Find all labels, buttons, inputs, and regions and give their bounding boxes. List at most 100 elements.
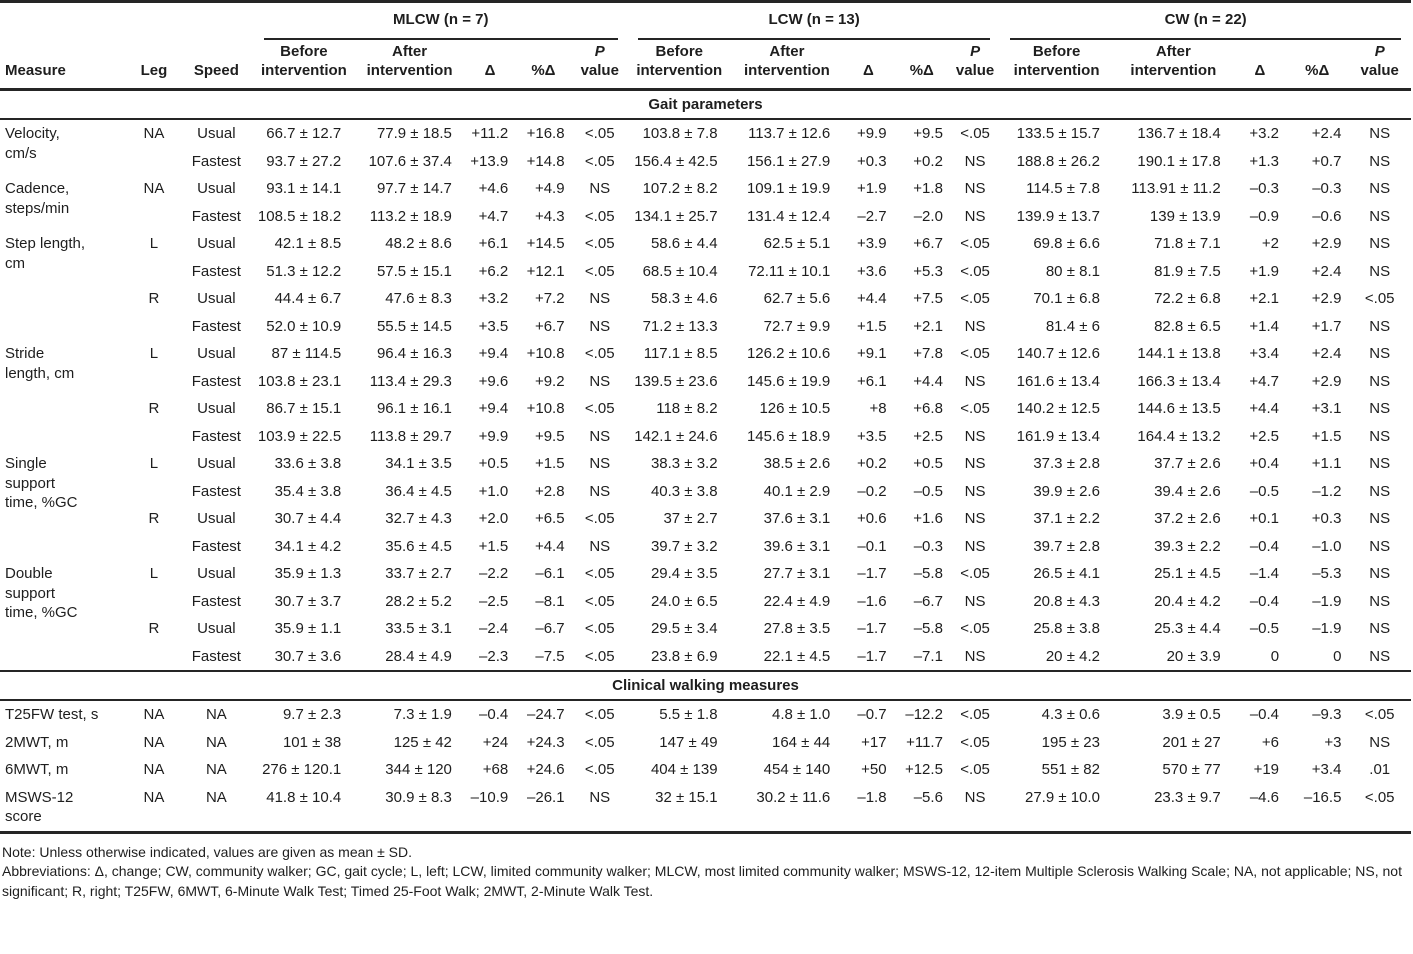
value-cell: –0.2	[857, 482, 887, 500]
value-cell: +6.7	[913, 235, 943, 252]
value-cell: 27.7 ± 3.1	[763, 565, 831, 582]
value-cell: 39.7 ± 2.8	[1033, 537, 1100, 555]
value-cell: 103.9 ± 22.5	[257, 427, 342, 445]
value-cell: 72.7 ± 9.9	[763, 317, 831, 335]
group-header-spacer	[0, 2, 254, 41]
value-cell: 0	[1270, 647, 1280, 665]
results-table: MLCW (n = 7) LCW (n = 13) CW (n = 22) Me…	[0, 0, 1411, 834]
value-cell: NS	[964, 317, 986, 335]
value-cell: –5.8	[913, 565, 943, 582]
value-cell: 33.5 ± 3.1	[385, 620, 452, 637]
value-cell: +6.7	[534, 317, 565, 335]
value-cell: –6.1	[535, 565, 565, 582]
value-cell: NS	[1369, 482, 1391, 500]
group-header-cw: CW (n = 22)	[1000, 2, 1411, 40]
value-cell: 28.2 ± 5.2	[385, 592, 452, 610]
col-header-pct-delta: %Δ	[893, 40, 950, 91]
value-cell: 70.1 ± 6.8	[1033, 290, 1100, 307]
value-cell: –12.2	[905, 706, 943, 723]
measure-cell: Velocity, cm/s	[5, 125, 60, 162]
col-header-after: After intervention	[730, 40, 844, 91]
measure-cell: MSWS-12 score	[5, 788, 74, 826]
table-row: Step length, cm L Usual 42.1 ± 8.5 48.2 ± 8.…	[0, 230, 1411, 272]
value-cell: +2.9	[1311, 372, 1342, 390]
value-cell: 51.3 ± 12.2	[266, 262, 342, 280]
value-cell: +0.3	[1311, 510, 1342, 527]
value-cell: 25.8 ± 3.8	[1033, 620, 1100, 637]
value-cell: +6.1	[856, 372, 887, 390]
value-cell: NS	[964, 455, 986, 472]
value-cell: NS	[1369, 125, 1391, 142]
value-cell: 4.3 ± 0.6	[1041, 706, 1100, 723]
value-cell: +5.3	[913, 262, 943, 280]
value-cell: –6.7	[913, 592, 943, 610]
value-cell: 29.5 ± 3.4	[650, 620, 718, 637]
speed-cell: Fastest	[191, 592, 241, 610]
value-cell: –1.0	[1312, 537, 1342, 555]
value-cell: <.05	[960, 290, 990, 307]
value-cell: +2.9	[1311, 290, 1342, 307]
value-cell: +0.7	[1311, 152, 1342, 170]
value-cell: –26.1	[527, 788, 565, 806]
value-cell: –1.7	[857, 647, 887, 665]
value-cell: 145.6 ± 19.9	[746, 372, 831, 390]
value-cell: +1.0	[478, 482, 509, 500]
value-cell: +0.1	[1249, 510, 1280, 527]
value-cell: 125 ± 42	[393, 733, 452, 751]
value-cell: 156.1 ± 27.9	[746, 152, 831, 170]
value-cell: 113.8 ± 29.7	[369, 427, 452, 445]
col-header-before: Before intervention	[627, 40, 731, 91]
value-cell: –0.5	[1249, 620, 1280, 637]
value-cell: <.05	[960, 733, 990, 751]
value-cell: –0.4	[1249, 592, 1280, 610]
value-cell: <.05	[960, 706, 990, 723]
value-cell: 25.1 ± 4.5	[1154, 565, 1221, 582]
table-row: R Usual 44.4 ± 6.7 47.6 ± 8.3 +3.2 +7.2 NS 58.3…	[0, 285, 1411, 313]
measure-cell: T25FW test, s	[5, 706, 99, 723]
value-cell: –0.4	[1249, 706, 1280, 723]
speed-cell: Usual	[197, 455, 236, 472]
value-cell: <.05	[584, 207, 615, 225]
value-cell: <.05	[584, 152, 615, 170]
leg-cell: L	[149, 345, 159, 362]
value-cell: 454 ± 140	[763, 761, 831, 778]
value-cell: 48.2 ± 8.6	[385, 235, 452, 252]
value-cell: <.05	[960, 262, 990, 280]
table-row: Cadence, steps/min NA Usual 93.1 ± 14.1 97.7…	[0, 175, 1411, 217]
value-cell: +2.4	[1311, 262, 1342, 280]
value-cell: 20.4 ± 4.2	[1154, 592, 1221, 610]
value-cell: +0.4	[1249, 455, 1280, 472]
value-cell: NS	[1369, 455, 1391, 472]
value-cell: <.05	[584, 262, 615, 280]
value-cell: –0.1	[857, 537, 887, 555]
value-cell: 30.7 ± 3.7	[274, 592, 342, 610]
table-row: MSWS-12 score NA NA 41.8 ± 10.4 30.9 ± 8.3 –1…	[0, 784, 1411, 833]
value-cell: NS	[589, 317, 611, 335]
value-cell: 87 ± 114.5	[271, 345, 342, 362]
value-cell: <.05	[584, 706, 615, 723]
value-cell: NS	[589, 427, 611, 445]
value-cell: +4.6	[478, 180, 509, 197]
value-cell: +4.4	[534, 537, 565, 555]
table-row: T25FW test, s NA NA 9.7 ± 2.3 7.3 ± 1.9 –0.4 –…	[0, 700, 1411, 729]
value-cell: +2.4	[1311, 125, 1342, 142]
value-cell: 134.1 ± 25.7	[634, 207, 718, 225]
value-cell: 35.9 ± 1.3	[274, 565, 342, 582]
value-cell: NS	[1369, 317, 1391, 335]
value-cell: 62.5 ± 5.1	[763, 235, 831, 252]
value-cell: NS	[589, 455, 611, 472]
value-cell: 40.3 ± 3.8	[650, 482, 718, 500]
value-cell: NS	[964, 180, 986, 197]
value-cell: 42.1 ± 8.5	[274, 235, 342, 252]
speed-cell: Fastest	[191, 262, 241, 280]
table-row: Fastest 103.8 ± 23.1 113.4 ± 29.3 +9.6 +9.2 N…	[0, 368, 1411, 396]
value-cell: –2.0	[913, 207, 943, 225]
group-header-mlcw: MLCW (n = 7)	[254, 2, 628, 40]
value-cell: NS	[589, 180, 611, 197]
value-cell: 25.3 ± 4.4	[1154, 620, 1221, 637]
leg-cell: NA	[143, 125, 165, 142]
value-cell: 37.6 ± 3.1	[763, 510, 831, 527]
value-cell: 29.4 ± 3.5	[650, 565, 718, 582]
value-cell: +4.4	[913, 372, 943, 390]
value-cell: +7.2	[534, 290, 565, 307]
